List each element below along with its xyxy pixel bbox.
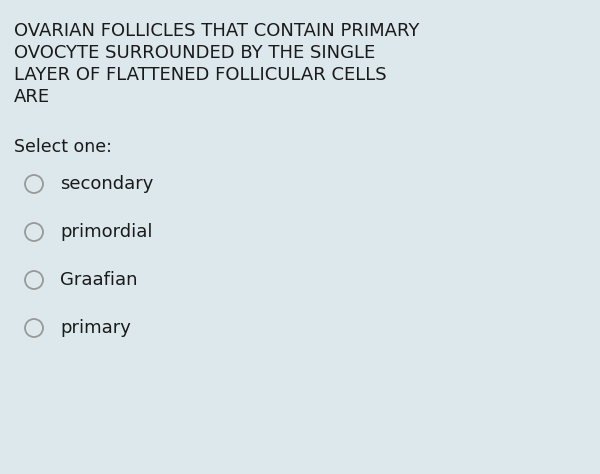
Ellipse shape [25, 223, 43, 241]
Text: primordial: primordial [60, 223, 152, 241]
Text: LAYER OF FLATTENED FOLLICULAR CELLS: LAYER OF FLATTENED FOLLICULAR CELLS [14, 66, 386, 84]
Text: Select one:: Select one: [14, 138, 112, 156]
Text: OVARIAN FOLLICLES THAT CONTAIN PRIMARY: OVARIAN FOLLICLES THAT CONTAIN PRIMARY [14, 22, 419, 40]
Text: Graafian: Graafian [60, 271, 137, 289]
Text: ARE: ARE [14, 88, 50, 106]
Text: primary: primary [60, 319, 131, 337]
Text: OVOCYTE SURROUNDED BY THE SINGLE: OVOCYTE SURROUNDED BY THE SINGLE [14, 44, 375, 62]
Text: secondary: secondary [60, 175, 154, 193]
Ellipse shape [25, 271, 43, 289]
Ellipse shape [25, 175, 43, 193]
Ellipse shape [25, 319, 43, 337]
